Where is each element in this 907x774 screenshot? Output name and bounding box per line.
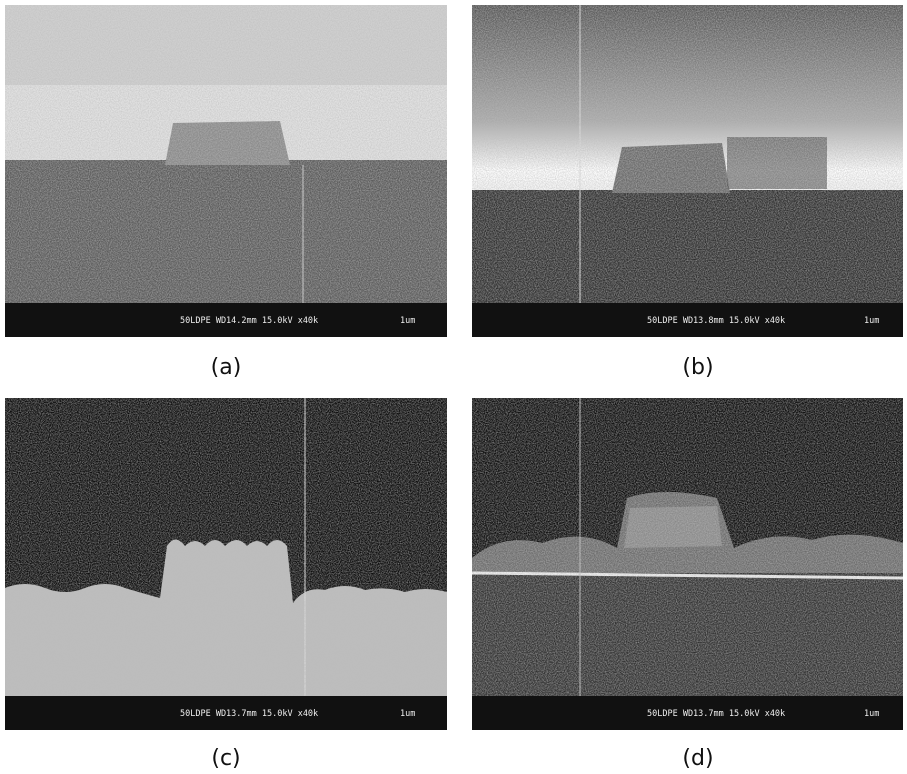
page: 50LDPE WD14.2mm 15.0kV x40k 1um (a) 50LD…	[0, 0, 907, 774]
panel-b: 50LDPE WD13.8mm 15.0kV x40k 1um	[472, 5, 903, 337]
scale-label: 1um	[400, 316, 415, 326]
scale-label: 1um	[400, 709, 415, 719]
sem-info: 50LDPE WD13.8mm 15.0kV x40k	[647, 316, 785, 326]
scale-label: 1um	[864, 709, 879, 719]
panel-c: 50LDPE WD13.7mm 15.0kV x40k 1um	[5, 398, 447, 730]
panel-d: 50LDPE WD13.7mm 15.0kV x40k 1um	[472, 398, 903, 730]
panel-a: 50LDPE WD14.2mm 15.0kV x40k 1um	[5, 5, 447, 337]
caption: (d)	[682, 746, 713, 771]
sem-info: 50LDPE WD13.7mm 15.0kV x40k	[647, 709, 785, 719]
sem-info: 50LDPE WD13.7mm 15.0kV x40k	[180, 709, 318, 719]
caption: (b)	[682, 355, 713, 380]
scale-label: 1um	[864, 316, 879, 326]
sem-info: 50LDPE WD14.2mm 15.0kV x40k	[180, 316, 318, 326]
figure: 50LDPE WD14.2mm 15.0kV x40k 1um (a) 50LD…	[0, 0, 907, 774]
caption: (a)	[211, 355, 242, 380]
caption: (c)	[211, 746, 240, 771]
